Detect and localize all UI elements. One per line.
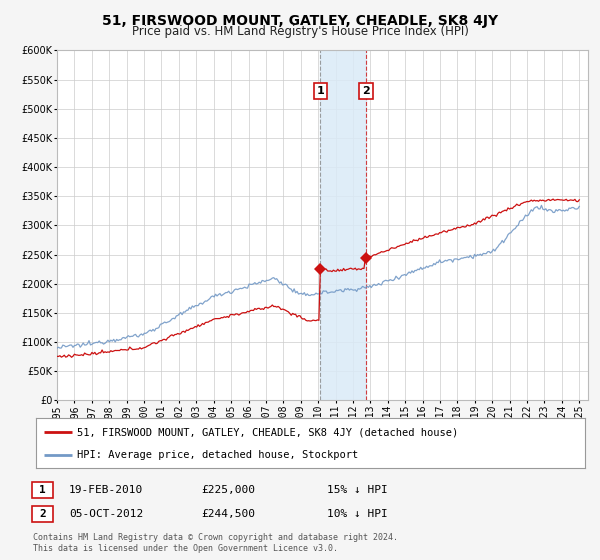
Text: 2: 2 (39, 509, 46, 519)
Text: HPI: Average price, detached house, Stockport: HPI: Average price, detached house, Stoc… (77, 450, 358, 460)
Text: 05-OCT-2012: 05-OCT-2012 (69, 509, 143, 519)
Bar (320, 50, 366, 400)
Text: 1: 1 (316, 86, 324, 96)
Text: Contains HM Land Registry data © Crown copyright and database right 2024.
This d: Contains HM Land Registry data © Crown c… (33, 533, 398, 553)
Text: 15% ↓ HPI: 15% ↓ HPI (327, 485, 388, 495)
Text: 51, FIRSWOOD MOUNT, GATLEY, CHEADLE, SK8 4JY (detached house): 51, FIRSWOOD MOUNT, GATLEY, CHEADLE, SK8… (77, 427, 458, 437)
Text: Price paid vs. HM Land Registry's House Price Index (HPI): Price paid vs. HM Land Registry's House … (131, 25, 469, 38)
Text: 51, FIRSWOOD MOUNT, GATLEY, CHEADLE, SK8 4JY: 51, FIRSWOOD MOUNT, GATLEY, CHEADLE, SK8… (102, 14, 498, 28)
Text: £244,500: £244,500 (201, 509, 255, 519)
Text: 19-FEB-2010: 19-FEB-2010 (69, 485, 143, 495)
Text: 10% ↓ HPI: 10% ↓ HPI (327, 509, 388, 519)
Text: £225,000: £225,000 (201, 485, 255, 495)
Text: 1: 1 (39, 485, 46, 495)
Text: 2: 2 (362, 86, 370, 96)
